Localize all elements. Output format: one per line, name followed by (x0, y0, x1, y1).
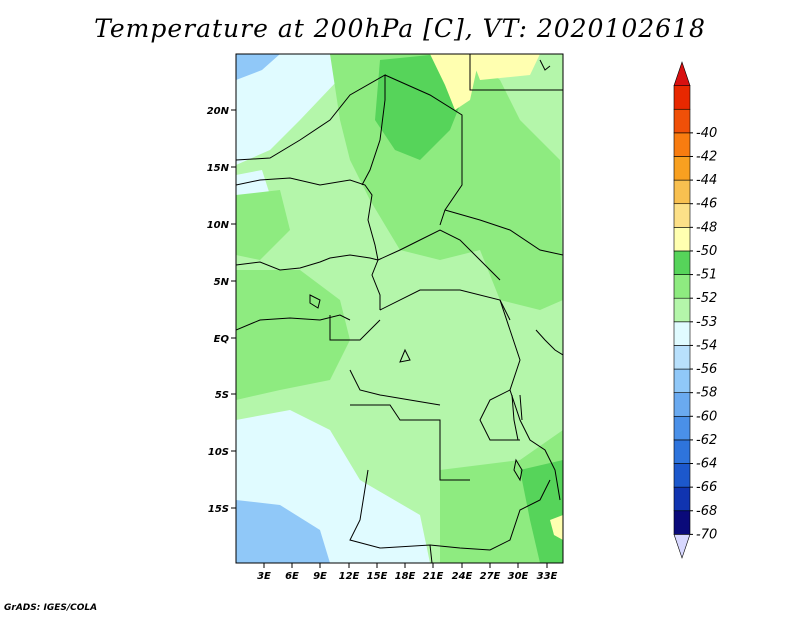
colorbar-swatch (673, 132, 691, 157)
lat-tick-label: 15N (207, 163, 230, 174)
lon-tick-label: 30E (508, 571, 529, 582)
temperature-field (236, 54, 563, 563)
footer-credit: GrADS: IGES/COLA (4, 603, 98, 613)
colorbar-swatch (673, 156, 691, 181)
colorbar-label: -54 (696, 338, 717, 353)
colorbar-label: -51 (696, 268, 717, 283)
lat-tick-label: 10N (207, 220, 230, 231)
colorbar-swatch (673, 415, 691, 441)
colorbar-label: -46 (696, 197, 717, 212)
colorbar-swatch (673, 274, 691, 299)
lat-tick-label: 5N (214, 277, 230, 288)
colorbar-label: -60 (696, 409, 717, 424)
colorbar-swatch (673, 345, 691, 370)
lon-tick-label: 18E (395, 571, 416, 582)
colorbar-label: -40 (696, 126, 717, 141)
colorbar-swatch (673, 108, 691, 134)
lat-tick-label: 20N (207, 106, 230, 117)
colorbar-label: -64 (696, 457, 717, 472)
lon-axis: 3E 6E 9E 12E 15E 18E 21E 24E 27E 30E 33E (257, 563, 558, 582)
colorbar-label: -52 (696, 291, 717, 306)
colorbar-label: -56 (696, 362, 717, 377)
lat-tick-label: 15S (208, 504, 229, 515)
colorbar-label: -53 (696, 315, 717, 330)
colorbar-swatch (673, 392, 691, 417)
lon-tick-label: 27E (480, 571, 501, 582)
colorbar-swatch (673, 297, 691, 323)
lat-tick-label: 5S (215, 390, 229, 401)
lat-tick-label: 10S (208, 447, 229, 458)
colorbar-label: -50 (696, 244, 717, 259)
map-title: Temperature at 200hPa [C], VT: 202010261… (94, 14, 706, 43)
plot-frame (235, 53, 564, 564)
lat-tick-label: EQ (214, 334, 230, 345)
colorbar: -70 -68 -66 -64 -62 -60 -58 -56 -54 -53 -52 -51 -50 -… (673, 61, 717, 559)
colorbar-label: -42 (696, 149, 717, 164)
colorbar-swatch (673, 203, 691, 228)
lon-tick-label: 3E (257, 571, 271, 582)
colorbar-swatch (673, 463, 691, 488)
colorbar-swatch (673, 227, 691, 252)
lat-axis: 20N 15N 10N 5N EQ 5S 10S 15S (207, 106, 236, 515)
lon-tick-label: 9E (313, 571, 327, 582)
colorbar-label: -70 (696, 527, 717, 542)
lon-tick-label: 15E (367, 571, 388, 582)
lon-tick-label: 33E (537, 571, 558, 582)
colorbar-swatch (673, 85, 691, 110)
colorbar-swatch (673, 250, 691, 275)
lon-tick-label: 6E (285, 571, 299, 582)
lon-tick-label: 24E (452, 571, 473, 582)
colorbar-swatch (673, 534, 691, 559)
colorbar-label: -58 (696, 386, 717, 401)
colorbar-swatch (673, 439, 691, 464)
lon-tick-label: 21E (423, 571, 444, 582)
country-borders (236, 54, 563, 563)
colorbar-swatch (673, 61, 691, 86)
colorbar-label: -66 (696, 480, 717, 495)
colorbar-label: -68 (696, 504, 717, 519)
colorbar-swatch (673, 510, 691, 535)
colorbar-swatch (673, 368, 691, 393)
colorbar-swatch (673, 486, 691, 512)
colorbar-label: -44 (696, 173, 717, 188)
colorbar-label: -62 (696, 433, 717, 448)
colorbar-label: -48 (696, 220, 717, 235)
colorbar-swatch (673, 321, 691, 346)
lon-tick-label: 12E (339, 571, 360, 582)
colorbar-swatch (673, 179, 691, 205)
